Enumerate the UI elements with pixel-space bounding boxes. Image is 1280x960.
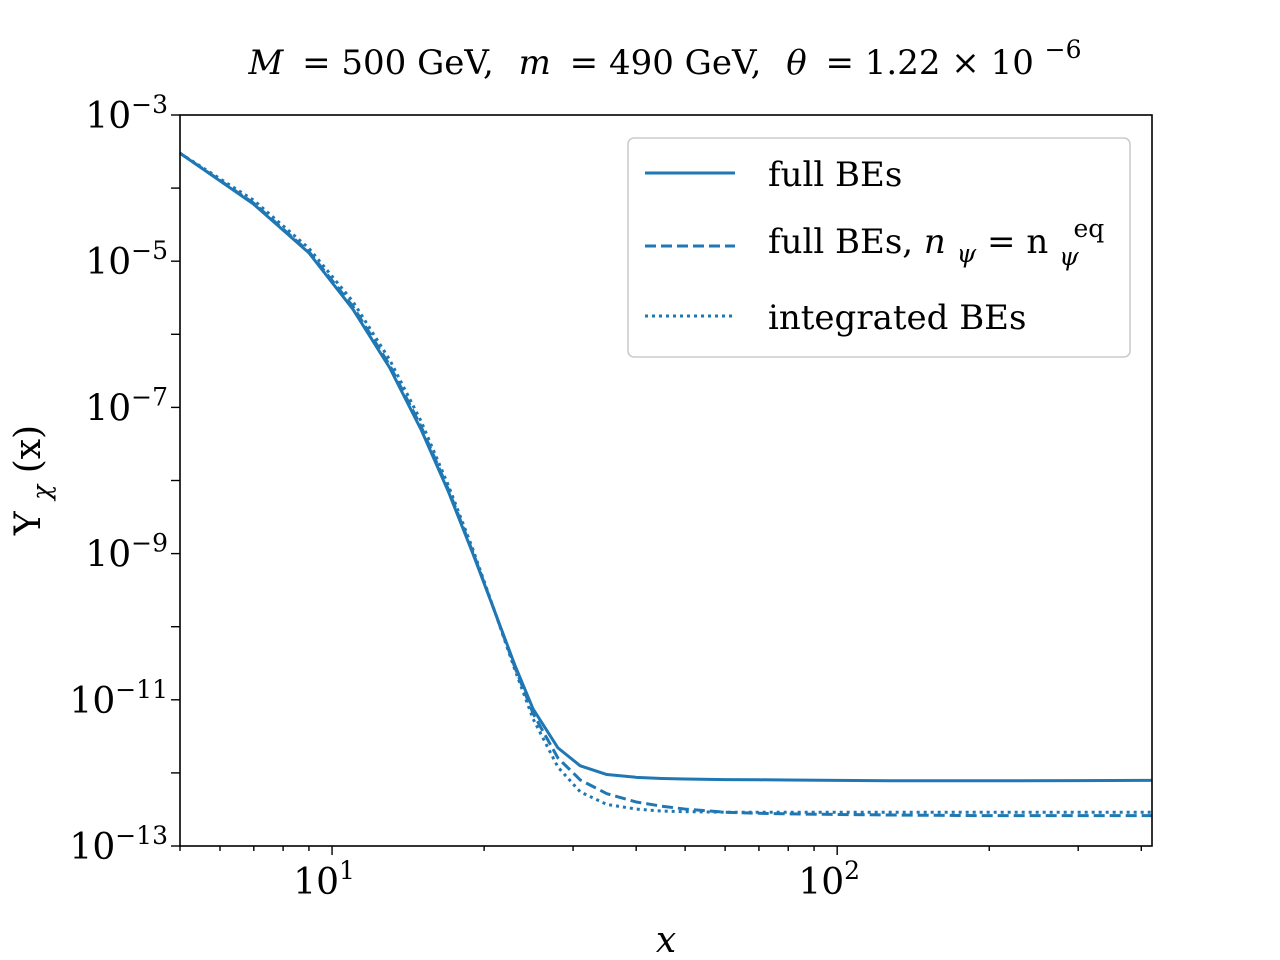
x-tick-exp: 2 xyxy=(844,856,860,885)
y-tick-base: 10 xyxy=(85,388,131,429)
legend-label-integrated-bes: integrated BEs xyxy=(768,298,1026,338)
title-m-value: = 490 GeV, xyxy=(570,43,762,83)
title-M: M xyxy=(247,43,284,83)
x-axis-label: x xyxy=(656,920,676,960)
chart-title: M = 500 GeV, m = 490 GeV, θ = 1.22 × 10 … xyxy=(247,35,1081,83)
y-tick-base: 10 xyxy=(69,827,115,868)
legend-eq-n: n xyxy=(924,222,946,262)
title-theta-exp: −6 xyxy=(1045,35,1082,64)
y-tick-exp: −13 xyxy=(115,821,168,850)
y-axis-label-sub: χ xyxy=(27,483,56,502)
title-M-value: = 500 GeV, xyxy=(302,43,494,83)
y-tick-label: 10−13 xyxy=(69,821,168,868)
legend: full BEs full BEs, n ψ = n ψ eq integrat… xyxy=(627,137,1131,358)
y-tick-base: 10 xyxy=(85,242,131,283)
title-theta-value: = 1.22 × 10 xyxy=(825,43,1033,83)
y-tick-exp: −9 xyxy=(131,529,168,558)
y-tick-base: 10 xyxy=(85,96,131,137)
y-axis-label-main: Y xyxy=(8,510,49,536)
y-tick-exp: −7 xyxy=(131,382,168,411)
title-theta: θ xyxy=(786,43,806,83)
x-tick-base: 10 xyxy=(798,862,844,903)
legend-eq-equals: = n xyxy=(987,222,1048,262)
series-group xyxy=(180,151,1152,818)
x-tick-exp: 1 xyxy=(339,856,355,885)
y-axis-label-tail: (x) xyxy=(8,425,49,473)
x-tick-label: 102 xyxy=(798,856,860,903)
y-tick-base: 10 xyxy=(85,535,131,576)
x-axis-ticks: 101 102 xyxy=(179,846,1142,903)
legend-eq-sub: ψ xyxy=(957,239,977,268)
y-tick-label: 10−11 xyxy=(69,675,168,722)
plot-frame xyxy=(179,114,1153,847)
y-tick-exp: −5 xyxy=(131,236,168,265)
legend-box xyxy=(627,137,1131,358)
y-tick-label: 10−7 xyxy=(85,382,168,429)
y-tick-base: 10 xyxy=(69,681,115,722)
y-tick-label: 10−5 xyxy=(85,236,168,283)
title-m: m xyxy=(519,43,551,83)
y-axis-label: Y χ (x) xyxy=(8,425,59,536)
y-tick-label: 10−3 xyxy=(85,90,168,137)
y-tick-exp: −11 xyxy=(115,675,168,704)
legend-label-full-bes: full BEs xyxy=(768,155,902,195)
x-tick-base: 10 xyxy=(293,862,339,903)
y-tick-label: 10−9 xyxy=(85,529,168,576)
legend-eq-sup2: eq xyxy=(1073,214,1104,243)
x-tick-label: 101 xyxy=(293,856,355,903)
legend-eq-prefix: full BEs, xyxy=(768,222,924,262)
legend-label-full-bes-eq: full BEs, n ψ = n ψ eq xyxy=(768,214,1104,274)
legend-eq-sub2: ψ xyxy=(1059,242,1079,271)
y-tick-exp: −3 xyxy=(131,90,168,119)
series-line-dashed xyxy=(180,151,1152,818)
